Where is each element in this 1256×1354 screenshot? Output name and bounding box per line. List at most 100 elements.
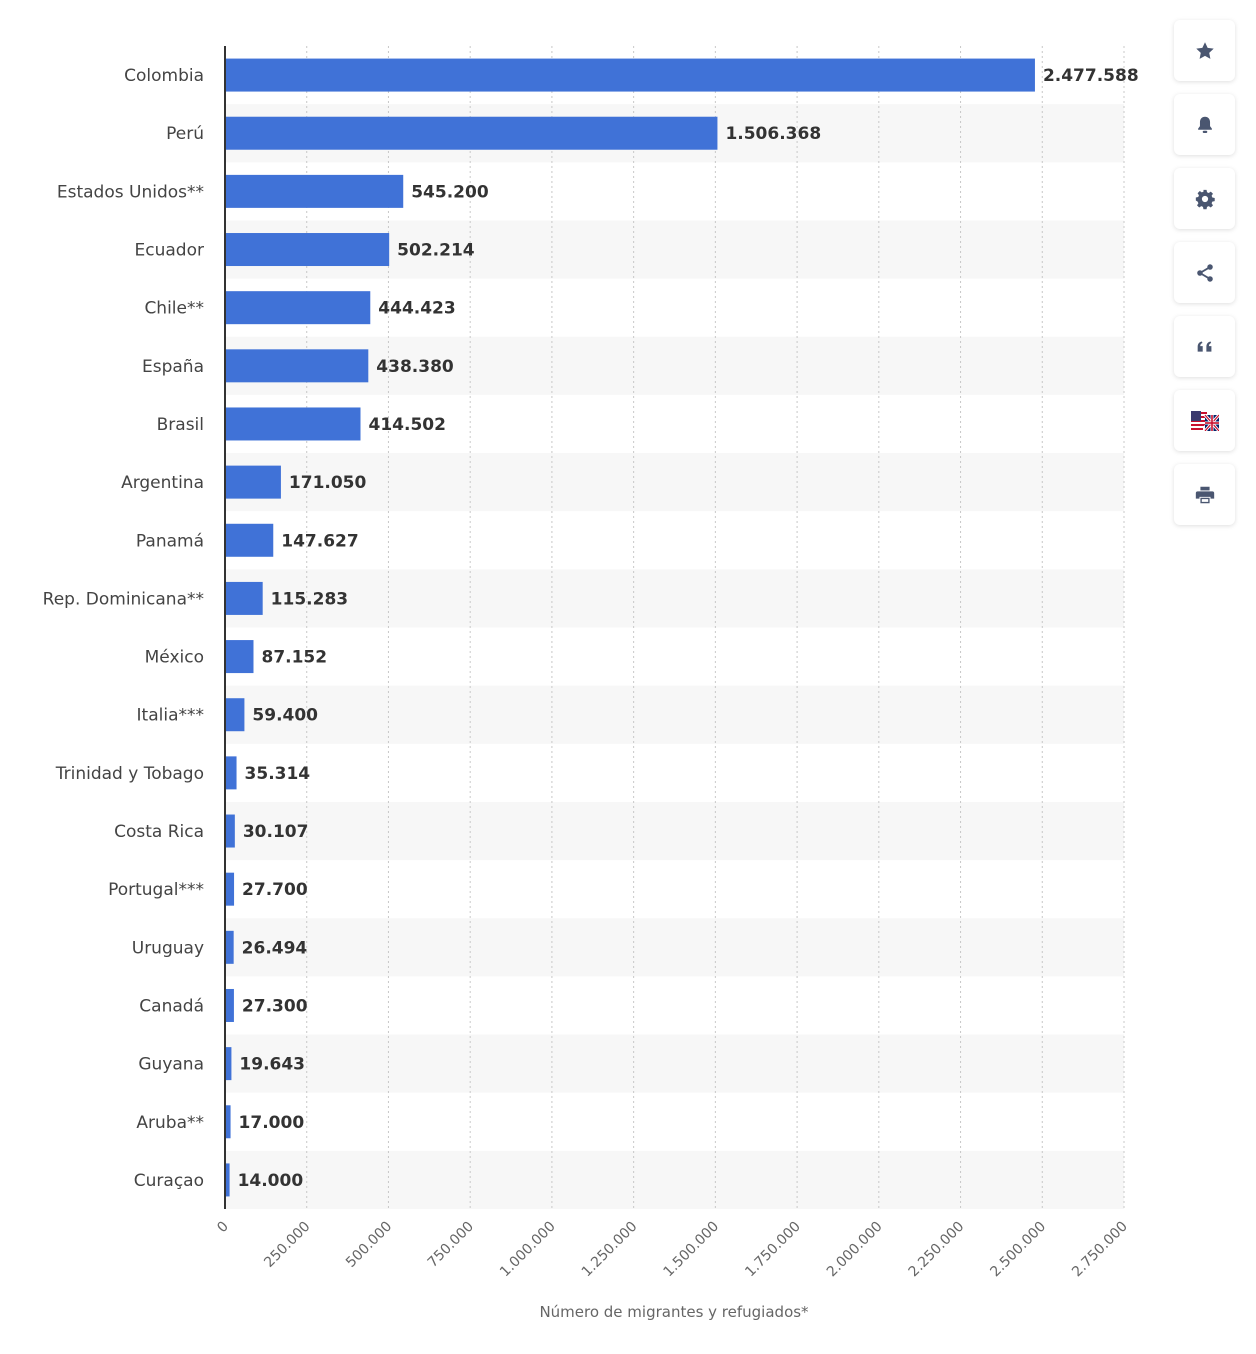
value-label: 171.050 [289,473,367,493]
row-band [225,569,1124,628]
bar [225,756,237,790]
tick-labels: 0 250.000 500.000 750.000 1.000.000 1.250.000… [214,1219,1131,1281]
category-label: Portugal*** [108,880,204,900]
category-label: Perú [166,124,204,144]
bar [225,465,281,499]
category-label: Chile** [144,299,204,319]
category-label: Guyana [138,1055,204,1075]
x-tick-label: 2.250.000 [906,1219,968,1281]
bar [225,930,234,964]
bar [225,523,274,557]
value-label: 2.477.588 [1043,66,1139,86]
category-label: Argentina [121,473,204,493]
cite-button[interactable] [1174,316,1235,377]
bar [225,407,361,441]
bar-chart: Colombia Perú Estados Unidos** Ecuador Chile… [43,46,1139,1321]
category-label: Uruguay [132,938,204,958]
bar [225,640,254,674]
value-label: 414.502 [369,415,446,435]
row-band [225,336,1124,395]
value-label: 545.200 [411,182,489,202]
print-button[interactable] [1174,464,1235,525]
x-tick-label: 0 [214,1219,232,1237]
x-tick-label: 1.000.000 [497,1219,559,1281]
x-tick-label: 1.250.000 [579,1219,641,1281]
bar [225,1163,230,1197]
category-label: Ecuador [135,241,204,261]
value-label: 444.423 [378,299,455,319]
bar [225,814,235,848]
value-label: 17.000 [239,1113,305,1133]
category-label: Panamá [136,531,204,551]
quote-icon [1197,341,1211,352]
row-band [225,685,1124,744]
row-band [225,918,1124,977]
row-bands [225,104,1124,1209]
bar [225,1047,232,1081]
settings-button[interactable] [1174,168,1235,229]
bar [225,988,234,1022]
bell-icon [1197,116,1212,133]
bar [225,233,390,267]
category-label: México [145,648,204,668]
bar [225,872,235,906]
category-label: Trinidad y Tobago [55,764,204,784]
category-label: Canadá [139,996,204,1016]
x-tick-label: 250.000 [261,1219,313,1271]
category-label: Aruba** [136,1113,204,1133]
category-label: Brasil [157,415,204,435]
bar [225,698,245,732]
category-label: Costa Rica [114,822,204,842]
bar [225,291,371,325]
printer-icon [1195,486,1214,503]
value-label: 14.000 [238,1171,304,1191]
bar [225,116,718,150]
category-label: España [142,357,204,377]
value-label: 19.643 [239,1055,305,1075]
bar [225,58,1035,92]
value-label: 502.214 [397,241,475,261]
x-tick-label: 1.500.000 [660,1219,722,1281]
bar [225,349,369,383]
gridlines [306,46,1125,1209]
value-labels: 2.477.588 1.506.368 545.200 502.214 444.423 4… [238,66,1139,1191]
category-label: Curaçao [134,1171,204,1191]
x-tick-label: 750.000 [425,1219,477,1271]
value-label: 115.283 [271,589,348,609]
bars [225,58,1035,1197]
favorite-button[interactable] [1174,20,1235,81]
x-tick-label: 2.500.000 [987,1219,1049,1281]
row-band [225,1150,1124,1209]
x-tick-label: 2.000.000 [824,1219,886,1281]
x-tick-label: 2.750.000 [1069,1219,1131,1281]
chart-toolbar [1174,20,1236,538]
category-label: Estados Unidos** [57,182,204,202]
category-label: Rep. Dominicana** [43,589,204,609]
row-band [225,1034,1124,1093]
language-button[interactable] [1174,390,1235,451]
value-label: 27.700 [242,880,308,900]
bar [225,174,404,208]
value-label: 147.627 [281,531,358,551]
uk-us-flag-icon [1190,410,1219,431]
value-label: 27.300 [242,996,308,1016]
bar [225,581,263,615]
value-label: 87.152 [261,648,327,668]
value-label: 26.494 [242,938,308,958]
share-button[interactable] [1174,242,1235,303]
share-icon [1196,263,1213,282]
row-band [225,801,1124,861]
value-label: 1.506.368 [725,124,821,144]
x-tick-label: 1.750.000 [742,1219,804,1281]
category-label: Colombia [124,66,204,86]
bar [225,1105,231,1139]
category-label: Italia*** [137,706,204,726]
value-label: 438.380 [376,357,454,377]
value-label: 59.400 [252,706,318,726]
x-tick-label: 500.000 [343,1219,395,1271]
value-label: 30.107 [243,822,309,842]
notification-button[interactable] [1174,94,1235,155]
value-label: 35.314 [245,764,311,784]
category-labels: Colombia Perú Estados Unidos** Ecuador Chile… [43,66,204,1191]
x-axis-title: Número de migrantes y refugiados* [539,1303,809,1321]
